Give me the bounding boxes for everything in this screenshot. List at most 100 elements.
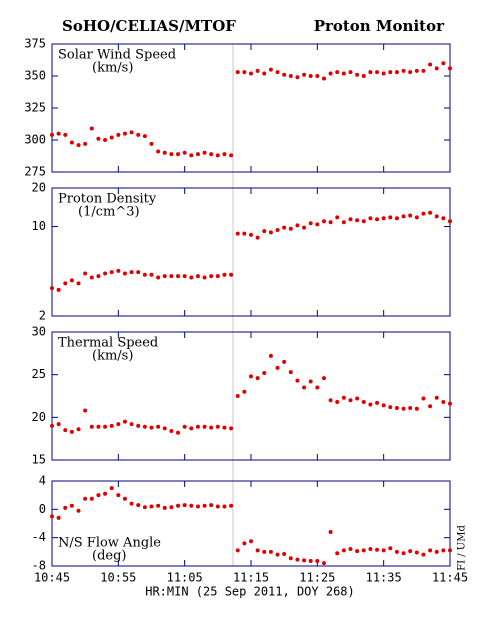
data-point xyxy=(156,424,161,429)
data-point xyxy=(328,398,333,403)
data-point xyxy=(235,548,240,553)
data-point xyxy=(129,270,134,275)
panel-subtitle: (km/s) xyxy=(92,61,133,76)
data-point xyxy=(242,541,247,546)
data-point xyxy=(136,270,141,275)
data-point xyxy=(209,274,214,279)
data-point xyxy=(414,406,419,411)
data-point xyxy=(116,493,121,498)
data-point xyxy=(408,549,413,554)
data-point xyxy=(441,399,446,404)
data-point xyxy=(375,70,380,75)
data-point xyxy=(222,152,227,157)
x-tick-label: 11:25 xyxy=(299,571,335,585)
data-point xyxy=(96,136,101,141)
data-point xyxy=(341,548,346,553)
data-point xyxy=(215,274,220,279)
data-point xyxy=(83,271,88,276)
data-point xyxy=(142,134,147,139)
data-point xyxy=(308,74,313,78)
data-point xyxy=(202,503,207,508)
data-point xyxy=(156,503,161,508)
data-point xyxy=(355,218,360,223)
data-point xyxy=(249,374,253,379)
data-point xyxy=(76,427,81,432)
data-point xyxy=(156,149,161,154)
panel-subtitle: (1/cm^3) xyxy=(78,205,140,220)
data-point xyxy=(288,556,293,561)
data-point xyxy=(109,423,114,428)
y-tick-label: 300 xyxy=(24,133,46,147)
data-point xyxy=(136,132,141,137)
data-point xyxy=(428,210,433,215)
data-point xyxy=(361,548,366,553)
data-point xyxy=(275,70,280,75)
data-point xyxy=(434,549,439,554)
data-point xyxy=(142,424,147,429)
data-point xyxy=(229,153,234,158)
data-point xyxy=(308,559,313,564)
data-point xyxy=(176,503,181,508)
data-point xyxy=(282,359,287,364)
data-point xyxy=(162,426,167,431)
data-point xyxy=(249,539,253,544)
data-point xyxy=(142,272,147,277)
data-point xyxy=(122,131,127,136)
data-point xyxy=(63,428,68,433)
panel-title: Solar Wind Speed xyxy=(58,48,176,63)
data-point xyxy=(302,385,307,390)
data-point xyxy=(394,405,399,410)
x-tick-label: 11:05 xyxy=(167,571,203,585)
data-point xyxy=(321,376,326,381)
data-point xyxy=(441,548,446,553)
data-point xyxy=(63,132,68,137)
data-point xyxy=(434,214,439,219)
data-point xyxy=(229,503,234,508)
data-point xyxy=(109,270,114,275)
data-point xyxy=(335,551,340,556)
data-point xyxy=(69,429,74,434)
data-point xyxy=(209,152,214,157)
data-point xyxy=(182,503,187,508)
data-point xyxy=(341,395,346,400)
data-point xyxy=(262,370,267,375)
data-point xyxy=(268,67,273,72)
data-point xyxy=(136,503,141,508)
data-point xyxy=(302,558,307,563)
data-point xyxy=(421,68,426,73)
y-tick-label: 15 xyxy=(32,453,46,467)
data-point xyxy=(448,401,452,406)
data-point xyxy=(315,559,320,564)
y-tick-label: 20 xyxy=(32,181,46,195)
data-point xyxy=(103,271,108,276)
data-point xyxy=(348,547,353,551)
data-point xyxy=(361,74,366,78)
data-point xyxy=(394,70,399,75)
data-point xyxy=(295,223,300,228)
data-point xyxy=(169,505,174,510)
data-point xyxy=(428,404,433,409)
data-point xyxy=(434,395,439,400)
data-point xyxy=(56,131,61,136)
data-point xyxy=(96,274,101,279)
data-point xyxy=(149,425,154,430)
data-point xyxy=(149,272,154,277)
data-point xyxy=(83,141,88,146)
data-point xyxy=(268,549,273,554)
data-point xyxy=(375,400,380,405)
data-point xyxy=(50,423,54,428)
data-point xyxy=(308,221,313,226)
data-point xyxy=(255,376,260,381)
data-point xyxy=(235,231,240,236)
data-point xyxy=(375,547,380,552)
data-point xyxy=(195,274,200,279)
data-point xyxy=(76,281,81,286)
data-point xyxy=(275,552,280,557)
data-point xyxy=(282,72,287,77)
data-point xyxy=(381,71,386,76)
data-point xyxy=(182,150,187,155)
data-point xyxy=(335,399,340,404)
data-point xyxy=(355,396,360,401)
data-point xyxy=(116,268,121,273)
